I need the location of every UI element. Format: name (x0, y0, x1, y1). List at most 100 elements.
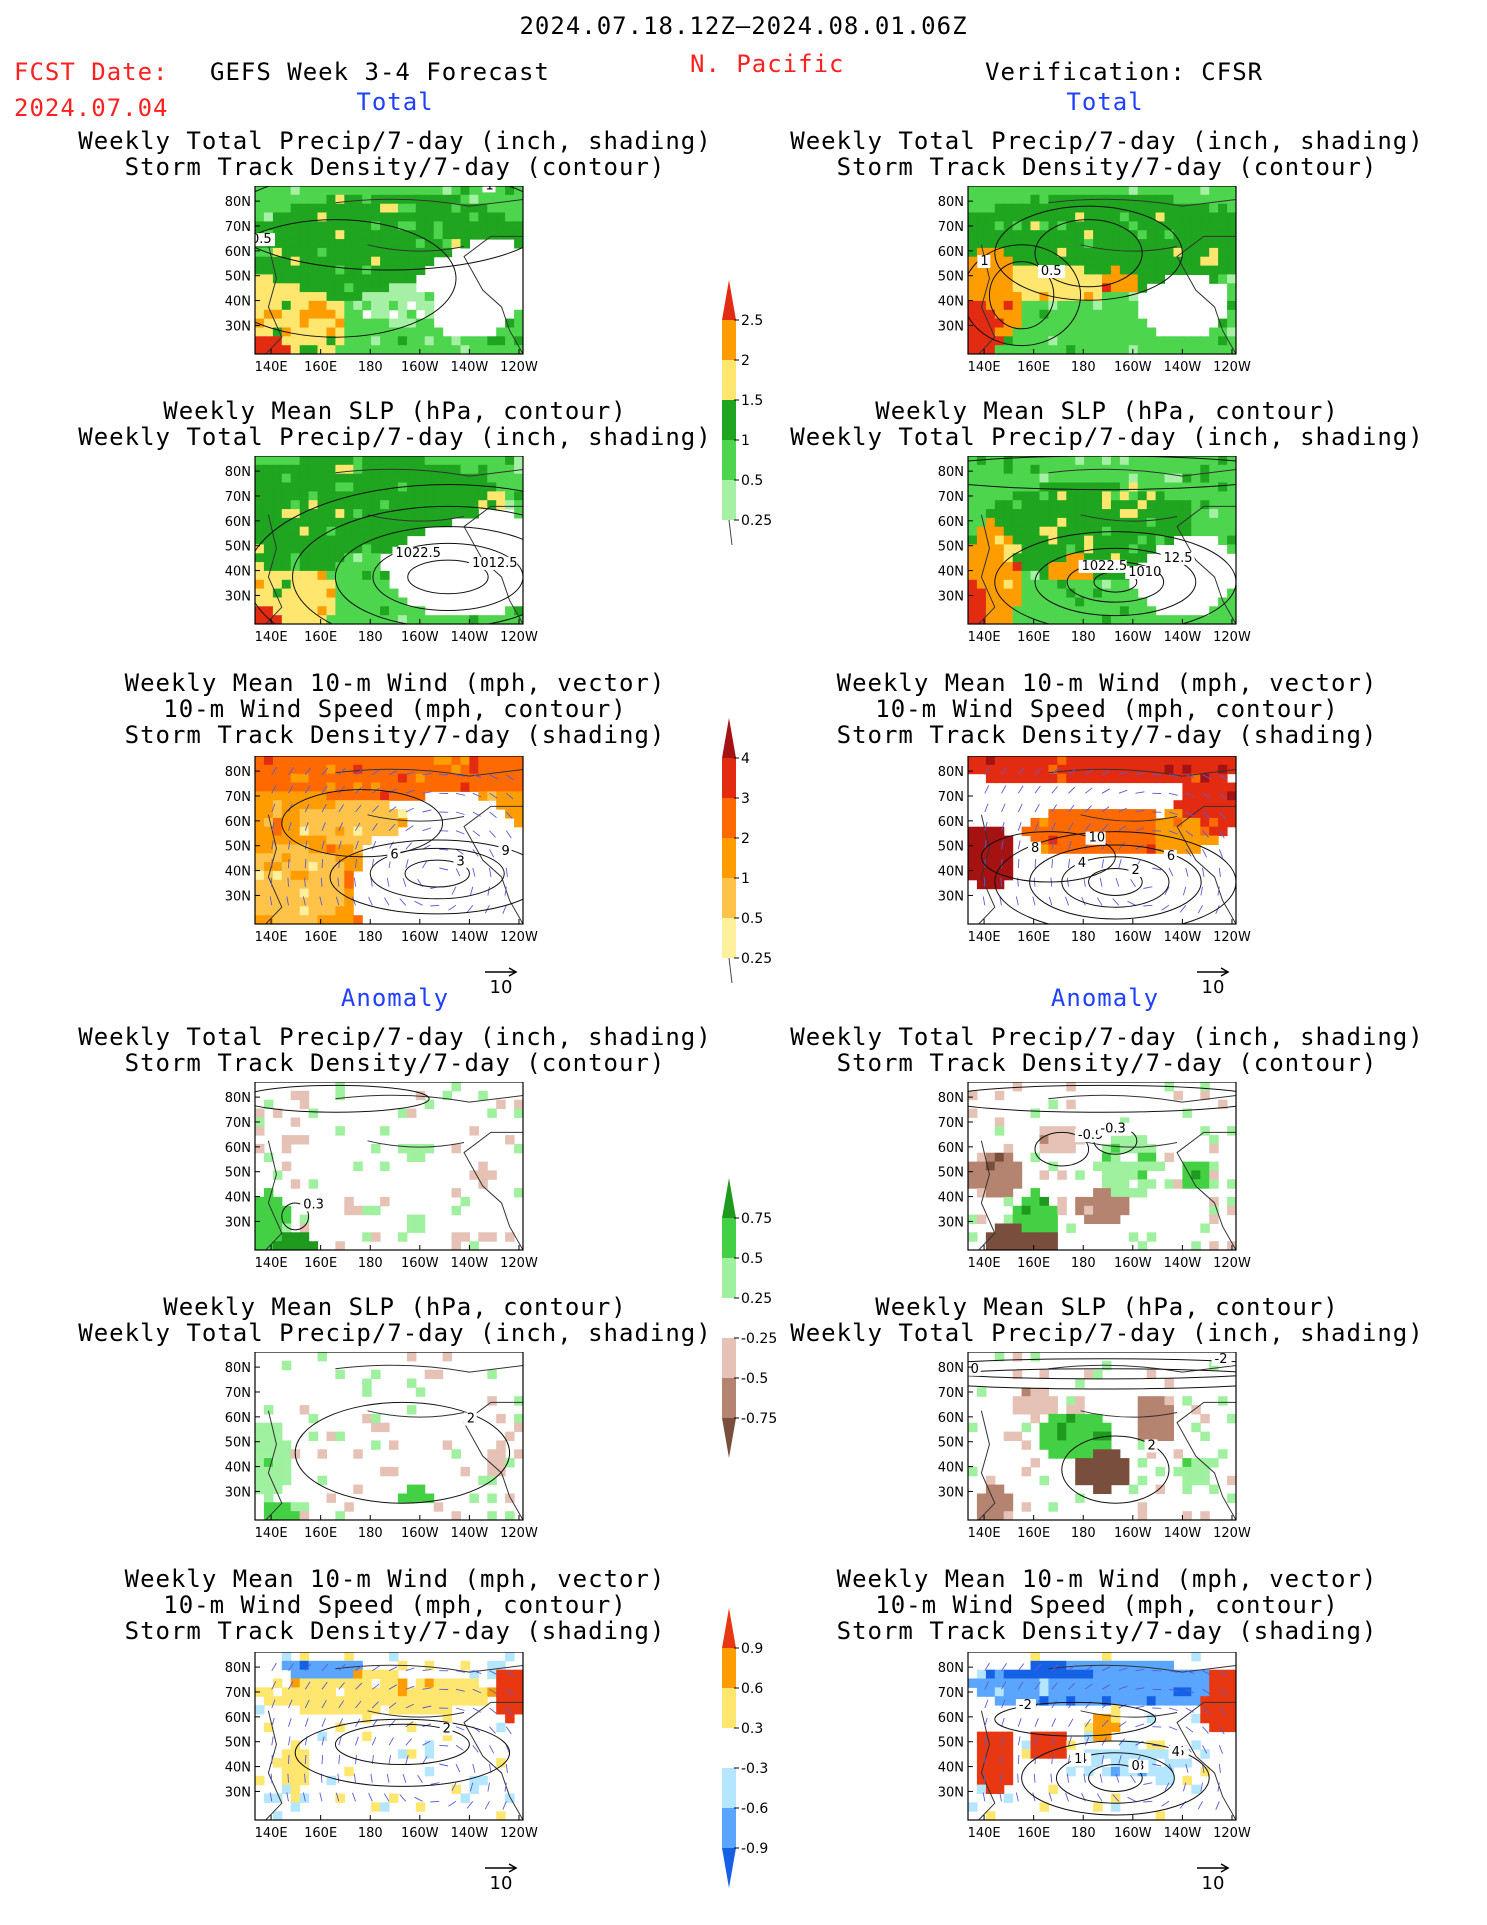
shade-cell (389, 509, 399, 519)
wind-vector (271, 821, 275, 831)
shade-cell (514, 239, 523, 249)
shade-cell (371, 283, 381, 293)
shade-cell (272, 870, 283, 881)
shade-cell (344, 1669, 354, 1680)
shade-cell (1227, 300, 1236, 311)
shade-cell (442, 336, 453, 346)
shade-cell (281, 1758, 292, 1768)
colorbar-segment (722, 798, 736, 838)
shade-cell (1146, 464, 1157, 475)
shade-cell (281, 853, 292, 863)
shade-cell (1218, 265, 1228, 275)
lon-tick-label: 160E (1017, 1256, 1050, 1271)
shade-cell (1093, 300, 1103, 311)
shade-cell (1084, 553, 1094, 563)
shade-cell (344, 265, 354, 275)
shade-cell (968, 853, 978, 863)
shade-cell (1110, 274, 1121, 284)
shade-cell (335, 835, 345, 845)
shade-cell (255, 274, 265, 284)
shade-cell (335, 336, 345, 346)
shade-cell (1048, 300, 1058, 311)
shade-cell (299, 782, 310, 792)
shade-cell (1137, 809, 1148, 819)
lon-tick-label: 140W (451, 1526, 489, 1541)
shade-cell (1039, 1405, 1049, 1415)
shade-cell (976, 239, 987, 249)
shade-cell (344, 239, 354, 249)
lon-tick-label: 140W (1164, 1526, 1202, 1541)
shade-cell (1075, 491, 1085, 501)
shade-cell (1003, 588, 1014, 598)
wind-vector (1017, 1681, 1024, 1690)
shade-cell (1003, 615, 1014, 624)
shade-cell (985, 1811, 996, 1820)
shade-cell (362, 1731, 372, 1741)
lat-tick-label: 30N (938, 1485, 964, 1500)
shade-cell (380, 456, 390, 466)
shade-cell (985, 1170, 996, 1180)
shade-cell (1218, 230, 1228, 240)
shade-cell (1075, 526, 1085, 537)
shade-cell (1218, 1678, 1228, 1688)
lat-tick-label: 70N (225, 1386, 251, 1401)
shade-cell (1048, 1440, 1058, 1450)
shade-cell (299, 345, 310, 354)
wind-vector (321, 822, 326, 831)
colorbar-label: 0.25 (741, 513, 772, 529)
shade-cell (272, 615, 283, 624)
wind-vector (489, 1670, 498, 1676)
shade-cell (326, 473, 336, 484)
shade-cell (1227, 588, 1236, 598)
shade-cell (1164, 1669, 1174, 1680)
lat-tick-label: 50N (938, 540, 964, 555)
shade-cell (1155, 756, 1166, 766)
shade-cell (1182, 800, 1192, 810)
shade-cell (308, 1660, 319, 1671)
shade-cell (1119, 186, 1130, 196)
shade-cell (1102, 1466, 1112, 1477)
shade-cell (1039, 1431, 1049, 1441)
shade-cell (1102, 500, 1112, 510)
north-america-coast (463, 1401, 523, 1520)
wind-vector (505, 1763, 508, 1773)
shading-field: 2 (255, 1352, 523, 1520)
lon-tick-label: 140W (451, 630, 489, 645)
lat-tick-label: 30N (225, 1785, 251, 1800)
shade-cell (994, 1758, 1005, 1768)
shade-cell (353, 283, 363, 293)
contour-label: -0.3 (1097, 1122, 1132, 1137)
shade-cell (1191, 336, 1201, 346)
shade-cell (1066, 1687, 1076, 1697)
shade-cell (1182, 473, 1192, 484)
shade-cell (1182, 1696, 1192, 1706)
shade-cell (255, 1143, 265, 1154)
wind-vector (1101, 788, 1111, 794)
shade-cell (344, 853, 354, 863)
shade-cell (335, 1241, 345, 1250)
shade-cell (1057, 1669, 1067, 1680)
shade-cell (344, 473, 354, 484)
shade-cell (353, 773, 363, 784)
shade-cell (1102, 1749, 1112, 1759)
shade-cell (389, 247, 399, 258)
shade-cell (353, 230, 363, 240)
shade-cell (406, 791, 417, 801)
shade-cell (505, 230, 515, 240)
shade-cell (1075, 186, 1085, 196)
shade-cell (1003, 1740, 1014, 1750)
shade-cell (371, 535, 381, 545)
shade-cell (1084, 517, 1094, 528)
shade-cell (1021, 764, 1032, 775)
shade-cell (433, 1687, 444, 1697)
shade-cell (255, 756, 265, 766)
shade-cell (1003, 194, 1014, 205)
shade-cell (1209, 482, 1219, 492)
shade-cell (326, 194, 336, 205)
shade-cell (290, 221, 301, 231)
shade-cell (335, 1696, 345, 1706)
shade-cell (1030, 318, 1040, 328)
wind-vector (352, 896, 356, 906)
wind-vector (288, 1681, 294, 1690)
wind-vector (302, 896, 306, 906)
